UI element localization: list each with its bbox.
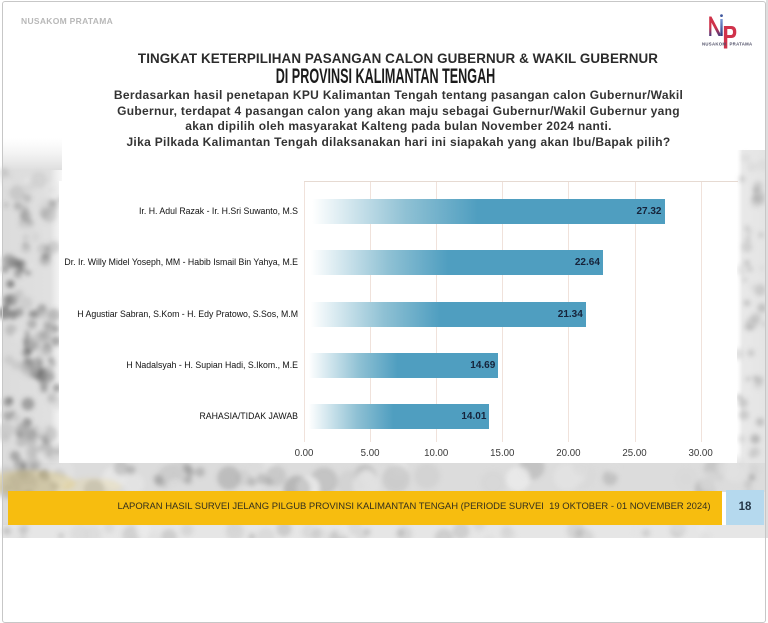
svg-text:PRATAMA: PRATAMA [730,42,753,47]
svg-text:NUSAKOM: NUSAKOM [702,42,726,47]
